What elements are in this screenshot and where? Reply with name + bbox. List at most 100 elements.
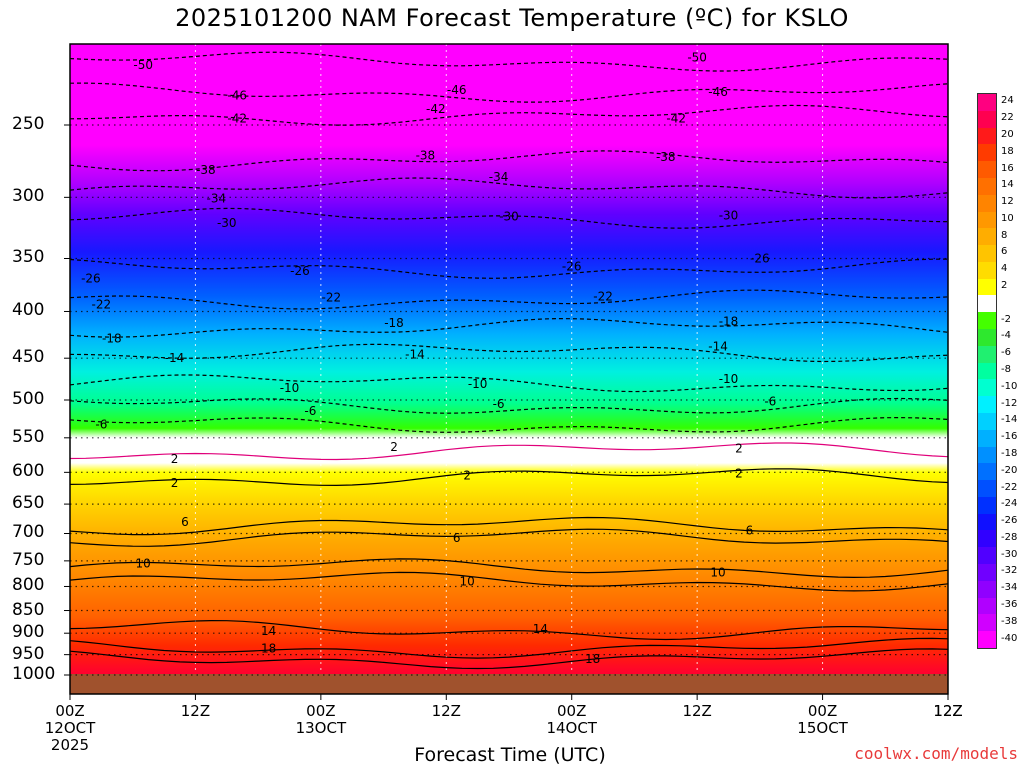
contour-labels: -50-46-42-38-34-30-26-22-18-14-10-622610… <box>81 51 776 666</box>
y-axis-labels: 250 300 350 400 450 500 550 600 650 700 750 800 850 9… <box>0 0 70 768</box>
axis-ticks <box>64 124 949 700</box>
contour-label: -6 <box>764 395 776 409</box>
colorbar-segment <box>978 94 996 112</box>
contour-label: 14 <box>261 624 276 638</box>
contour-label: -42 <box>426 102 446 116</box>
y-tick-label: 750 <box>12 549 45 570</box>
x-tick-label: 12Z <box>908 703 988 720</box>
x-tick-label-line: 12Z <box>431 702 461 720</box>
contour-label: -22 <box>322 290 342 304</box>
x-tick-label: 00Z 12OCT 2025 <box>30 703 110 754</box>
x-tick-label: 00Z 15OCT <box>783 703 863 737</box>
contour-label: -6 <box>493 397 505 411</box>
x-tick-label-line: 12Z <box>180 702 211 720</box>
colorbar-label: -32 <box>1001 565 1018 577</box>
contour-label: -38 <box>416 149 436 163</box>
colorbar-label: 6 <box>1001 246 1008 258</box>
contour-label: 10 <box>460 574 475 588</box>
contour-label: 2 <box>463 469 471 483</box>
ground-surface <box>70 674 948 694</box>
plot-frame <box>69 43 949 695</box>
colorbar-segment <box>978 295 996 313</box>
contour-label: -18 <box>719 314 739 328</box>
colorbar-label: 18 <box>1001 145 1014 157</box>
colorbar-label: -26 <box>1001 515 1018 527</box>
colorbar-segment <box>978 446 996 464</box>
x-tick-label-line: 00Z <box>557 702 587 720</box>
contour-label: -30 <box>719 208 739 222</box>
colorbar-segment <box>978 496 996 515</box>
colorbar <box>977 93 997 649</box>
contour-label: -46 <box>447 83 467 97</box>
colorbar-segment <box>978 480 996 498</box>
contour-label: -14 <box>165 351 185 365</box>
contour-label: 2 <box>390 440 398 454</box>
colorbar-segment <box>978 211 996 229</box>
colorbar-segment <box>978 379 996 397</box>
contour-label: -50 <box>133 58 153 72</box>
colorbar-label: -18 <box>1001 447 1018 459</box>
colorbar-label: 14 <box>1001 179 1014 191</box>
colorbar-segment <box>978 580 996 599</box>
colorbar-label: -14 <box>1001 414 1018 426</box>
y-tick-label: 600 <box>12 461 45 482</box>
contour-label: 2 <box>171 476 179 490</box>
isotherm-line <box>69 468 949 487</box>
colorbar-label: 16 <box>1001 162 1014 174</box>
y-tick-label: 250 <box>12 114 45 134</box>
contour-label: -38 <box>656 150 676 164</box>
contour-label: -10 <box>468 377 488 391</box>
colorbar-segment <box>978 547 996 565</box>
colorbar-segment <box>978 144 996 162</box>
colorbar-segment <box>978 463 996 481</box>
colorbar-label: -16 <box>1001 431 1018 443</box>
colorbar-segment <box>978 597 996 615</box>
colorbar-segment <box>978 110 996 129</box>
y-tick-label: 950 <box>12 643 45 664</box>
colorbar-segment <box>978 345 996 364</box>
contour-label: 2 <box>735 467 743 481</box>
temperature-field <box>70 44 948 674</box>
contour-label: -18 <box>102 331 122 345</box>
contour-label: 2 <box>735 441 743 455</box>
colorbar-segment <box>978 127 996 145</box>
contour-label: -38 <box>196 163 216 177</box>
credit-link[interactable]: coolwx.com/models <box>854 744 1018 763</box>
y-tick-label: 900 <box>12 622 45 643</box>
colorbar-label: -40 <box>1001 632 1018 644</box>
x-tick-label-line: 00Z <box>306 702 336 720</box>
contour-label: -26 <box>81 271 101 285</box>
colorbar-label: -6 <box>1001 347 1011 359</box>
colorbar-label: -34 <box>1001 582 1018 594</box>
x-tick-label: 12Z <box>657 703 737 720</box>
y-tick-label: 800 <box>12 575 45 596</box>
colorbar-label: -12 <box>1001 397 1018 409</box>
x-tick-label: 00Z 14OCT <box>532 703 612 737</box>
contour-label: -22 <box>92 297 112 311</box>
colorbar-segment <box>978 312 996 330</box>
colorbar-segment <box>978 614 996 632</box>
contour-label: -26 <box>290 264 310 278</box>
colorbar-label: 2 <box>1001 280 1008 292</box>
x-tick-label-line: 12Z <box>933 702 963 720</box>
colorbar-label: -38 <box>1001 615 1018 627</box>
contour-label: -18 <box>384 316 404 330</box>
x-tick-label-line: 15OCT <box>797 719 848 737</box>
colorbar-segment <box>978 513 996 531</box>
contour-label: -6 <box>95 418 107 432</box>
colorbar-segment <box>978 161 996 179</box>
contour-label: 2 <box>171 452 179 466</box>
contour-label: 18 <box>261 641 276 655</box>
isotherm-line <box>69 442 949 461</box>
isotherm-line <box>69 528 949 547</box>
isotherm-line <box>69 558 949 579</box>
isotherm-line <box>69 516 949 536</box>
contour-label: -14 <box>708 340 728 354</box>
y-tick-label: 1000 <box>12 664 56 684</box>
contour-label: -42 <box>227 112 247 126</box>
x-tick-label-line: 00Z <box>55 702 85 720</box>
contour-label: -26 <box>750 251 770 265</box>
contour-label: -30 <box>499 210 519 224</box>
colorbar-label: -8 <box>1001 364 1011 375</box>
